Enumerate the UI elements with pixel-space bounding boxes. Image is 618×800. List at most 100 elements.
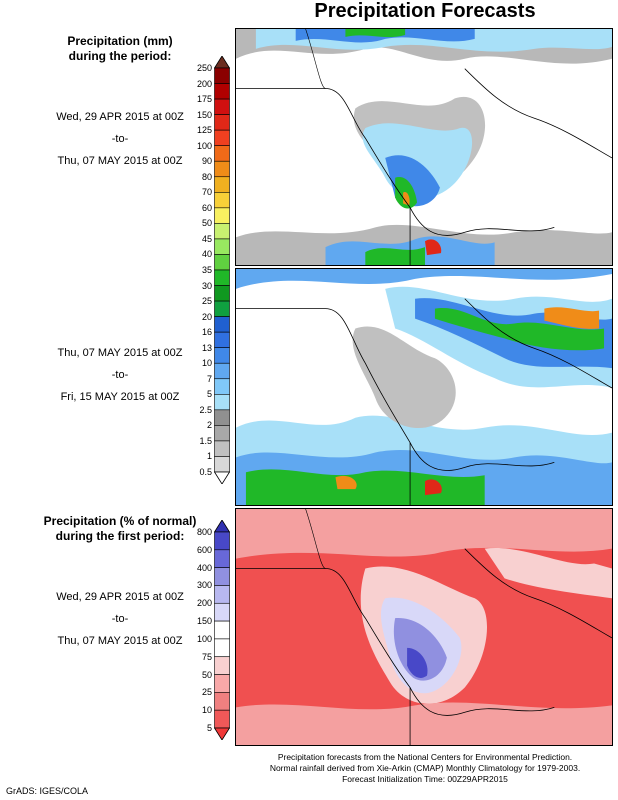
anom-colorbar-cell [214,585,230,604]
precip-tick-label: 20 [201,311,212,322]
anom-tick-label: 100 [196,633,212,644]
precip-tick-label: 60 [201,202,212,213]
anom-legend-title-line2: during the first period: [55,529,185,543]
precip-colorbar-cell [214,160,230,178]
map-anomaly-graphic [236,509,612,745]
precip-tick-label: 16 [201,327,212,338]
precip-colorbar-cell [214,254,230,271]
precip-colorbar-cell [214,316,230,333]
anom-legend-title-line1: Precipitation (% of normal) [43,514,197,528]
precip-legend-title: Precipitation (mm) during the period: [6,34,234,64]
precip-tick-label: 40 [201,249,212,260]
anom-tick-label: 25 [201,687,212,698]
precip-legend-title-line2: during the period: [68,49,172,63]
anom-arrow-top [214,520,230,533]
precip-tick-label: 250 [196,63,212,73]
precip-colorbar-cell [214,98,230,115]
period2-end: Fri, 15 MAY 2015 at 00Z [60,391,180,403]
precip-tick-label: 50 [201,218,212,229]
period1-end: Thu, 07 MAY 2015 at 00Z [57,155,183,167]
precip-tick-label: 175 [196,94,212,105]
precip-tick-label: 90 [201,156,212,167]
precip-tick-label: 0.5 [199,467,212,477]
precip-tick-label: 1.5 [199,435,212,446]
footnote-line1: Precipitation forecasts from the Nationa… [277,752,573,762]
period3-sep: -to- [111,613,129,625]
precip-colorbar-cell [214,176,230,193]
anom-tick-label: 600 [196,544,212,555]
anom-colorbar-cell [214,656,230,675]
period2-start: Thu, 07 MAY 2015 at 00Z [57,347,183,359]
anom-tick-label: 150 [196,616,212,627]
anom-colorbar-cell [214,567,230,586]
precip-tick-label: 7 [206,373,212,384]
anom-tick-label: 10 [201,705,212,716]
anom-colorbar-cell [214,674,230,693]
map-period1 [235,28,613,266]
precip-colorbar-cell [214,223,230,240]
precip-colorbar-cell [214,362,230,380]
anom-tick-label: 75 [201,651,212,662]
footnote-line3: Forecast Initialization Time: 00Z29APR20… [342,774,508,784]
anom-colorbar-cell [214,549,230,568]
map-period2-graphic [236,269,612,505]
precip-legend-title-line1: Precipitation (mm) [67,34,173,48]
precip-colorbar-cell [214,269,230,286]
precip-colorbar-cell [214,207,230,224]
precip-colorbar-cell [214,192,230,209]
period3-start: Wed, 29 APR 2015 at 00Z [56,591,184,603]
page-title: Precipitation Forecasts [314,0,536,22]
precip-tick-label: 10 [201,358,212,369]
precip-tick-label: 70 [201,187,212,198]
precip-colorbar-cell [214,83,230,100]
precip-tick-label: 150 [196,109,212,120]
precip-colorbar-cell [214,145,230,162]
anom-tick-label: 400 [196,562,212,573]
anom-colorbar-cell [214,709,230,729]
precip-colorbar-cell [214,378,230,395]
precip-colorbar-cell [214,394,230,411]
precip-colorbar-cell [214,456,230,473]
precip-tick-label: 2.5 [199,404,212,415]
period1-sep: -to- [111,133,129,145]
precip-colorbar-cell [214,347,230,364]
precip-colorbar-cell [214,300,230,317]
precip-colorbar-cell [214,129,230,146]
precip-colorbar-cell [214,425,230,442]
precip-arrow-top [214,56,230,69]
precip-colorbar-cell [214,285,230,302]
anom-arrow-bottom [214,727,230,740]
period3-end: Thu, 07 MAY 2015 at 00Z [57,635,183,647]
map-period1-graphic [236,29,612,265]
precip-colorbar-graphic [214,56,230,484]
precip-tick-label: 1 [206,451,212,462]
precip-tick-label: 35 [201,265,212,275]
precip-tick-label: 5 [206,389,212,400]
credit-text: GrADS: IGES/COLA [6,786,89,796]
precip-tick-label: 30 [201,280,212,291]
footnote: Precipitation forecasts from the Nationa… [236,752,614,785]
precip-tick-label: 80 [201,171,212,182]
anom-colorbar-cell [214,620,230,640]
precip-tick-label: 200 [196,78,212,89]
anom-tick-label: 300 [196,580,212,591]
precip-tick-label: 2 [206,420,212,431]
anom-tick-label: 200 [196,598,212,609]
map-period2 [235,268,613,506]
period2-sep: -to- [111,369,129,381]
precip-colorbar-cell [214,114,230,131]
precip-tick-label: 100 [196,140,212,151]
anom-colorbar-cell [214,531,230,551]
precip-tick-label: 13 [201,342,212,353]
anom-colorbar-cell [214,692,230,711]
anom-tick-label: 5 [206,723,212,733]
anom-tick-label: 50 [201,669,212,680]
anom-colorbar-graphic [214,520,230,740]
precip-tick-label: 125 [196,125,212,136]
footnote-line2: Normal rainfall derived from Xie-Arkin (… [269,763,581,773]
anom-colorbar-cell [214,602,230,622]
anom-tick-label: 800 [196,527,212,537]
precip-colorbar-cell [214,440,230,457]
precip-tick-label: 45 [201,233,212,244]
precip-colorbar-cell [214,409,230,426]
